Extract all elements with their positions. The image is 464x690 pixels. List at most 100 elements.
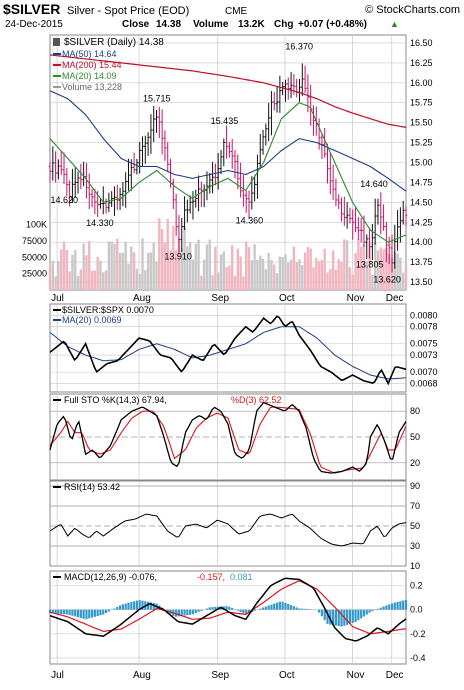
- x-tick-label: Oct: [279, 293, 295, 304]
- volume-label: Volume: [193, 19, 229, 30]
- macd-histogram-bar: [363, 610, 365, 617]
- macd-histogram-bar: [357, 610, 359, 621]
- price-tick-label: 16.00: [410, 78, 433, 88]
- stoch-tick-label: 50: [410, 432, 420, 442]
- volume-bar: [251, 260, 253, 290]
- macd-histogram-bar: [293, 606, 295, 609]
- macd-histogram-bar: [85, 610, 87, 619]
- volume-bar: [74, 250, 76, 290]
- macd-histogram-bar: [304, 609, 306, 610]
- x-tick-label: Nov: [347, 670, 365, 681]
- volume-bar: [338, 259, 340, 290]
- volume-bar: [66, 250, 68, 290]
- volume-bar: [144, 270, 146, 290]
- volume-bar: [80, 269, 82, 290]
- volume-bar: [332, 250, 334, 290]
- stoch-tick-label: 20: [410, 458, 420, 468]
- macd-histogram-bar: [298, 608, 300, 609]
- price-annotation: 14.330: [86, 218, 114, 228]
- volume-bar: [309, 249, 311, 290]
- macd-histogram-bar: [133, 601, 135, 609]
- ratio-tick-label: 0.0070: [410, 367, 438, 377]
- macd-histogram-bar: [57, 610, 59, 614]
- price-tick-label: 15.00: [410, 158, 433, 168]
- legend-bar-icon: [53, 38, 60, 46]
- ratio-tick-label: 0.0075: [410, 339, 438, 349]
- volume-bar: [343, 239, 345, 290]
- macd-histogram-bar: [290, 605, 292, 610]
- macd-tick-label: 0.0: [410, 605, 423, 615]
- volume-bar: [295, 262, 297, 290]
- volume-bar: [228, 266, 230, 290]
- macd-histogram-bar: [228, 607, 230, 610]
- macd-histogram-bar: [352, 610, 354, 623]
- volume-bar: [153, 243, 155, 290]
- volume-bar: [130, 246, 132, 290]
- volume-tick-label: 50000: [22, 252, 47, 262]
- volume-bar: [141, 238, 143, 290]
- macd-legend-line: MACD(12,26,9) -0.076,: [64, 572, 157, 582]
- macd-histogram-bar: [66, 610, 68, 615]
- macd-histogram-bar: [63, 610, 65, 615]
- rsi-tick-label: 50: [410, 521, 420, 531]
- x-tick-label: Dec: [386, 670, 404, 681]
- volume-bar: [99, 261, 101, 290]
- macd-histogram-bar: [189, 610, 191, 615]
- macd-histogram-bar: [287, 604, 289, 610]
- macd-histogram-bar: [99, 610, 101, 616]
- close-label: Close: [122, 19, 150, 30]
- volume-bar: [122, 253, 124, 290]
- volume-bar: [276, 273, 278, 290]
- price-annotation: 14.640: [360, 179, 388, 189]
- volume-bar: [85, 255, 87, 290]
- volume-bar: [253, 244, 255, 290]
- rsi-tick-label: 30: [410, 541, 420, 551]
- volume-bar: [340, 262, 342, 290]
- x-tick-label: Aug: [133, 293, 151, 304]
- macd-histogram-bar: [388, 604, 390, 609]
- price-legend-title: $SILVER (Daily) 14.38: [64, 37, 164, 48]
- volume-bar: [312, 267, 314, 290]
- volume-bar: [195, 244, 197, 290]
- volume-bar: [88, 241, 90, 290]
- volume-bar: [281, 257, 283, 290]
- macd-histogram-bar: [405, 600, 407, 610]
- macd-histogram-bar: [119, 605, 121, 609]
- macd-histogram-bar: [74, 610, 76, 617]
- volume-bar: [52, 261, 54, 290]
- symbol-title: $SILVER: [3, 1, 60, 17]
- price-tick-label: 13.50: [410, 277, 433, 287]
- volume-bar: [63, 242, 65, 290]
- price-legend-item: MA(200) 15.44: [62, 60, 122, 70]
- volume-bar: [262, 259, 264, 290]
- stoch-legend-k: Full STO %K(14,3) 67.94,: [64, 395, 167, 405]
- x-tick-label: Sep: [211, 670, 229, 681]
- macd-histogram-bar: [346, 610, 348, 625]
- volume-bar: [231, 245, 233, 290]
- x-tick-label: Jul: [51, 670, 64, 681]
- volume-bar: [329, 269, 331, 290]
- macd-histogram-bar: [105, 610, 107, 613]
- macd-tick-label: -0.4: [410, 653, 426, 663]
- volume-bar: [234, 276, 236, 290]
- volume-bar: [189, 242, 191, 290]
- macd-histogram-bar: [136, 601, 138, 610]
- price-tick-label: 16.50: [410, 38, 433, 48]
- macd-histogram-bar: [321, 610, 323, 617]
- volume-bar: [335, 270, 337, 290]
- macd-histogram-bar: [88, 610, 90, 619]
- volume-bar: [217, 272, 219, 290]
- volume-bar: [197, 240, 199, 290]
- macd-histogram-bar: [102, 610, 104, 615]
- stoch-tick-label: 80: [410, 406, 420, 416]
- macd-histogram-bar: [273, 604, 275, 610]
- price-tick-label: 15.25: [410, 138, 433, 148]
- macd-histogram-bar: [237, 610, 239, 611]
- volume-tick-label: 25000: [22, 269, 47, 279]
- macd-histogram-bar: [270, 605, 272, 610]
- volume-bar: [352, 275, 354, 290]
- volume-bar: [161, 229, 163, 290]
- macd-tick-label: -0.2: [410, 629, 426, 639]
- macd-histogram-bar: [122, 604, 124, 609]
